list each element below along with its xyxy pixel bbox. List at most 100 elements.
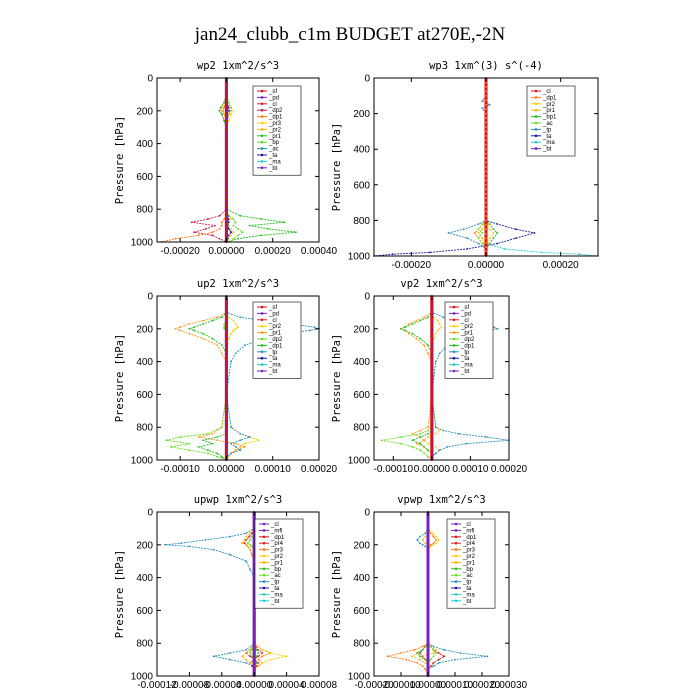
series-point [216,344,219,347]
y-tick-label: 600 [353,606,370,617]
series-point [421,648,424,651]
zero-line-marker [427,601,429,604]
zero-line-marker [485,157,487,160]
zero-line-marker [430,348,433,351]
series-point [257,648,260,651]
panel-title: wp2 1xm^2/s^3 [197,60,279,72]
panel-1: wp2 1xm^2/s^3 Pressure [hPa] 0 200 400 600 800… [114,60,338,257]
zero-line-marker [225,105,228,108]
zero-line-marker [225,319,228,322]
series-point [250,535,253,538]
series-point [434,426,437,429]
series-point [407,332,410,335]
legend-label: _cl [268,318,277,324]
series-point [232,224,235,227]
series-point [227,119,230,122]
series-point [202,319,205,322]
series-point [223,323,226,325]
zero-line-marker [225,450,228,453]
series-point [541,251,543,254]
zero-line-marker [430,336,433,338]
series-point [223,218,226,220]
series-point [261,648,264,651]
series-point [447,232,450,234]
legend-label: _ac [542,121,553,127]
series-line-dp2 [191,78,227,243]
zero-line-marker [427,593,429,595]
zero-line-marker [427,634,429,636]
legend-label: _tp [270,580,280,586]
series-point [269,652,272,654]
series-point [400,436,402,438]
legend-marker [452,318,456,322]
zero-line-marker [427,552,429,554]
series-line-dp2 [166,296,227,461]
legend: _cl_dp1_pr2_pr1_bp1_ac_tp_ta_ma_bt [526,85,576,157]
zero-line-marker [430,340,433,343]
panel-5: upwp 1xm^2/s^3 Pressure [hPa] 0 200 400 600 80… [114,494,338,691]
series-point [423,446,425,448]
legend-marker [260,344,264,347]
panel-6: vpwp 1xm^2/s^3 Pressure [hPa] 0 200 400 600 80… [331,494,528,691]
legend-label: _tp [542,127,552,133]
series-point [180,542,183,545]
series-point [250,545,253,548]
zero-line-marker [485,134,487,137]
series-point [429,645,432,648]
series-point [465,442,468,445]
legend-marker [260,318,264,322]
y-tick-label: 1000 [348,252,371,263]
series-point [446,446,449,448]
series-point [443,648,446,651]
y-axis-label: Pressure [hPa] [114,116,126,205]
zero-line-marker [225,422,228,425]
zero-line-marker [430,422,433,425]
series-point [485,436,487,438]
series-point [260,234,262,237]
legend-label: _pr1 [268,331,282,337]
series-point [261,662,264,664]
series-line-tp [225,296,320,460]
series-point [423,344,425,347]
legend-marker [262,580,266,583]
series-point [257,662,260,664]
zero-line-marker [430,405,433,408]
zero-line-marker [485,166,487,168]
legend-marker [260,121,264,125]
legend-label: _dp1 [270,535,285,541]
series-point [477,232,480,234]
zero-line-marker [225,430,228,433]
zero-line-marker [430,434,433,437]
legend-label: _ta [268,356,278,362]
legend-marker [262,567,266,571]
zero-line-marker [430,430,433,433]
x-tick-label: 0.00010 [437,680,474,691]
zero-line-marker [485,161,487,164]
legend-label: _ma [270,592,283,598]
series-point [216,452,219,455]
series-point [423,452,425,455]
series-point [239,446,242,448]
x-tick-label: 0.00040 [301,246,338,257]
zero-line-marker [225,311,228,314]
series-point [261,652,264,654]
zero-line-marker [485,210,487,213]
legend-label: _pr4 [270,541,284,547]
series-point [202,332,205,335]
series-point [220,221,223,224]
series-point [245,543,248,546]
legend-marker [534,121,538,125]
zero-line-marker [225,154,228,157]
zero-line-marker [225,228,228,231]
zero-line-marker [253,543,256,546]
legend-label: _cl [270,522,279,528]
zero-line-marker [253,638,256,641]
series-point [260,218,262,220]
series-point [249,652,252,654]
series-point [438,449,441,452]
series-point [424,545,427,548]
zero-line-marker [253,576,256,579]
series-point [443,655,446,658]
series-point [477,228,480,231]
zero-line-marker [430,442,433,445]
